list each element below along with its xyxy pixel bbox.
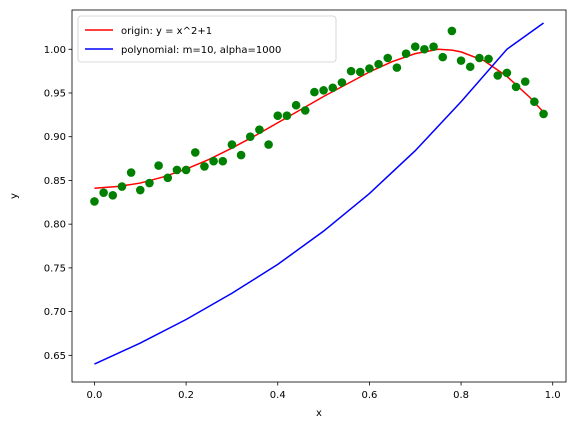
scatter-point [236,150,246,160]
scatter-point [401,49,411,58]
legend-label: origin: y = x^2+1 [121,26,212,37]
scatter-point [218,156,228,166]
scatter-point [90,197,99,206]
y-tick-label: 0.80 [44,220,66,231]
scatter-point [383,53,393,63]
y-tick-label: 0.95 [44,88,66,99]
y-tick-label: 0.70 [44,307,66,318]
x-tick-label: 0.4 [270,390,286,401]
axes-frame [71,9,567,383]
scatter-point [227,140,237,149]
y-tick-label: 0.90 [44,132,66,143]
scatter-point [456,56,466,65]
scatter-point [429,42,438,51]
scatter-point [255,125,264,135]
x-axis-label: x [316,408,322,419]
scatter-point [145,178,154,188]
x-tick-label: 0.2 [178,390,194,401]
scatter-point [328,83,338,93]
scatter-point [282,111,292,121]
legend: origin: y = x^2+1 polynomial: m=10, alpha… [77,15,337,63]
y-tick-label: 1.00 [44,45,66,56]
scatter-point [484,54,493,64]
scatter-point [465,62,475,72]
scatter-point [420,44,429,54]
series-line-2 [94,22,544,365]
scatter-point [209,156,218,166]
x-tick-label: 0.6 [361,390,377,401]
scatter-point [475,53,484,63]
scatter-point [337,78,347,87]
scatter-point [264,140,273,149]
legend-box [77,15,337,63]
scatter-point [365,64,374,73]
scatter-point [511,82,521,92]
scatter-point [181,165,191,175]
scatter-point [520,77,530,86]
y-tick-label: 0.65 [44,351,66,362]
scatter-point [108,191,118,200]
scatter-point [447,26,457,36]
scatter-point [355,67,365,77]
scatter-point [410,42,420,51]
scatter-point [126,168,136,177]
scatter-point [200,162,209,171]
scatter-point [291,100,301,110]
x-tick-label: 0.0 [87,390,103,401]
scatter-point [300,106,310,115]
scatter-point [99,188,108,197]
scatter-point [319,86,328,95]
scatter-point [539,109,548,119]
x-tick-label: 0.8 [453,390,469,401]
scatter-point [502,68,512,78]
y-tick-label: 0.75 [44,263,66,274]
scatter-point [190,148,200,157]
scatter-point [135,185,145,195]
scatter-point [172,165,182,175]
y-axis-label: y [9,193,20,199]
y-axis: 0.65 0.70 0.75 0.80 0.85 0.90 0.95 1.00 [44,45,72,362]
x-tick-label: 1.0 [545,390,561,401]
y-tick-label: 0.85 [44,176,66,187]
scatter-point [530,97,539,107]
scatter-point [346,66,356,76]
scatter-point [310,87,319,97]
scatter-point [273,111,283,121]
scatter-point [438,52,448,62]
scatter-point [163,173,173,183]
scatter-point [154,161,163,170]
scatter-point [493,71,503,80]
scatter-point [374,59,383,69]
scatter-point [392,63,402,72]
legend-label: polynomial: m=10, alpha=1000 [121,45,281,56]
x-axis: 0.0 0.2 0.4 0.6 0.8 1.0 [87,382,561,401]
scatter-point [245,132,255,142]
plot-area [90,22,548,365]
scatter-point [117,182,127,191]
